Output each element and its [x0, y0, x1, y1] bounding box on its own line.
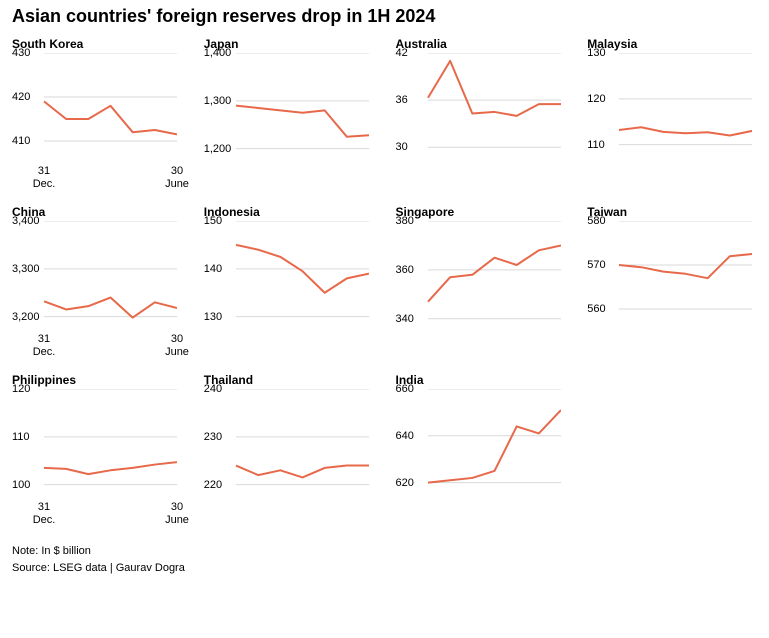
- y-tick-label: 3,300: [12, 263, 40, 275]
- chart-wrap: 1,2001,3001,400: [204, 53, 374, 163]
- x-tick-label: 30June: [165, 165, 189, 191]
- line-chart: [396, 221, 561, 331]
- panel-india: India 620 640 660: [396, 373, 566, 531]
- chart-wrap: 620640660: [396, 389, 566, 499]
- y-tick-label: 36: [396, 94, 408, 106]
- y-tick-label: 580: [587, 215, 605, 227]
- panel-malaysia: Malaysia 110 120 130: [587, 37, 757, 195]
- y-tick-label: 640: [396, 430, 414, 442]
- y-tick-label: 560: [587, 303, 605, 315]
- y-tick-label: 240: [204, 383, 222, 395]
- line-chart: [587, 53, 752, 163]
- data-line: [619, 127, 752, 135]
- data-line: [44, 101, 177, 134]
- panel-title: South Korea: [12, 37, 182, 51]
- line-chart: [204, 389, 369, 499]
- panel-indonesia: Indonesia 130 140 150: [204, 205, 374, 363]
- panel-title: Indonesia: [204, 205, 374, 219]
- y-tick-label: 150: [204, 215, 222, 227]
- page-title: Asian countries' foreign reserves drop i…: [12, 6, 757, 27]
- y-tick-label: 100: [12, 479, 30, 491]
- y-tick-label: 3,400: [12, 215, 40, 227]
- panel-singapore: Singapore 340 360 380: [396, 205, 566, 363]
- y-tick-label: 420: [12, 91, 30, 103]
- panel-thailand: Thailand 220 230 240: [204, 373, 374, 531]
- chart-wrap: 560570580: [587, 221, 757, 331]
- y-tick-label: 620: [396, 477, 414, 489]
- panel-title: Philippines: [12, 373, 182, 387]
- panel-title: India: [396, 373, 566, 387]
- x-tick-label: 30June: [165, 333, 189, 359]
- y-tick-label: 30: [396, 141, 408, 153]
- chart-wrap: 3,2003,3003,40031Dec.30June: [12, 221, 182, 363]
- panel-australia: Australia 30 36 42: [396, 37, 566, 195]
- x-tick-label: 31Dec.: [33, 333, 56, 359]
- y-tick-label: 42: [396, 47, 408, 59]
- y-tick-label: 1,400: [204, 47, 232, 59]
- y-tick-label: 380: [396, 215, 414, 227]
- y-tick-label: 360: [396, 264, 414, 276]
- line-chart: [12, 53, 177, 163]
- chart-grid: South Korea41042043031Dec.30JuneJapan1,2…: [12, 37, 757, 531]
- x-tick-label: 30June: [165, 501, 189, 527]
- y-tick-label: 110: [12, 431, 30, 443]
- line-chart: [12, 389, 177, 499]
- footer-notes: Note: In $ billion Source: LSEG data | G…: [12, 543, 757, 576]
- panel-title: Singapore: [396, 205, 566, 219]
- x-tick-label: 31Dec.: [33, 165, 56, 191]
- data-line: [236, 106, 369, 137]
- line-chart: [396, 53, 561, 163]
- chart-wrap: 303642: [396, 53, 566, 163]
- y-tick-label: 230: [204, 431, 222, 443]
- line-chart: [587, 221, 752, 331]
- chart-wrap: 220230240: [204, 389, 374, 499]
- panel-title: Thailand: [204, 373, 374, 387]
- x-tick-label: 31Dec.: [33, 501, 56, 527]
- data-line: [428, 245, 561, 301]
- data-line: [44, 462, 177, 474]
- y-tick-label: 660: [396, 383, 414, 395]
- note-text: Note: In $ billion: [12, 543, 757, 560]
- y-tick-label: 340: [396, 313, 414, 325]
- data-line: [44, 298, 177, 318]
- panel-taiwan: Taiwan 560 570 580: [587, 205, 757, 363]
- chart-wrap: 110120130: [587, 53, 757, 163]
- chart-wrap: 10011012031Dec.30June: [12, 389, 182, 531]
- source-text: Source: LSEG data | Gaurav Dogra: [12, 560, 757, 577]
- data-line: [619, 254, 752, 278]
- chart-wrap: 340360380: [396, 221, 566, 331]
- y-tick-label: 130: [587, 47, 605, 59]
- panel-japan: Japan1,2001,3001,400: [204, 37, 374, 195]
- panel-title: Malaysia: [587, 37, 757, 51]
- line-chart: [204, 221, 369, 331]
- y-tick-label: 3,200: [12, 311, 40, 323]
- data-line: [236, 466, 369, 478]
- data-line: [428, 410, 561, 483]
- data-line: [428, 61, 561, 116]
- chart-wrap: 130140150: [204, 221, 374, 331]
- y-tick-label: 1,300: [204, 95, 232, 107]
- panel-title: Australia: [396, 37, 566, 51]
- chart-wrap: 41042043031Dec.30June: [12, 53, 182, 195]
- y-tick-label: 120: [587, 93, 605, 105]
- y-tick-label: 120: [12, 383, 30, 395]
- y-tick-label: 410: [12, 135, 30, 147]
- line-chart: [396, 389, 561, 499]
- y-tick-label: 570: [587, 259, 605, 271]
- y-tick-label: 1,200: [204, 143, 232, 155]
- y-tick-label: 110: [587, 139, 605, 151]
- panel-title: Taiwan: [587, 205, 757, 219]
- y-tick-label: 130: [204, 311, 222, 323]
- y-tick-label: 140: [204, 263, 222, 275]
- y-tick-label: 430: [12, 47, 30, 59]
- panel-south-korea: South Korea41042043031Dec.30June: [12, 37, 182, 195]
- y-tick-label: 220: [204, 479, 222, 491]
- panel-china: China3,2003,3003,40031Dec.30June: [12, 205, 182, 363]
- panel-philippines: Philippines10011012031Dec.30June: [12, 373, 182, 531]
